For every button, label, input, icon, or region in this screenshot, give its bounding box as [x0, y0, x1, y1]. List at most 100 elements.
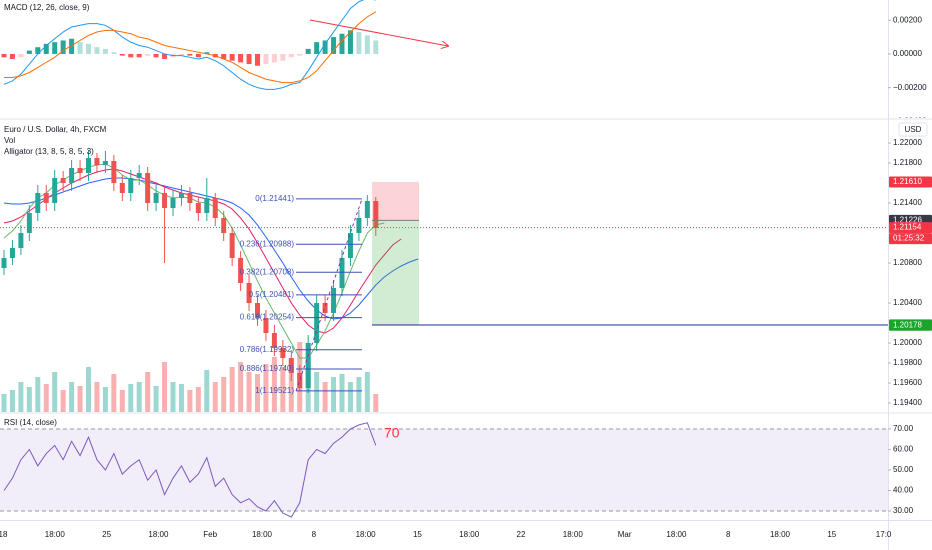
histogram-bar	[331, 37, 337, 54]
candle-body	[297, 373, 303, 388]
alligator-line	[3, 163, 385, 359]
histogram-bar	[162, 53, 168, 59]
fib-label: 1(1.19521)	[255, 386, 294, 395]
target-zone	[372, 220, 419, 325]
histogram-bar	[86, 43, 91, 54]
alligator-line	[3, 168, 402, 334]
histogram-bar	[280, 53, 286, 61]
histogram-bar	[229, 53, 235, 61]
histogram-bar	[77, 42, 83, 54]
histogram-bar	[255, 53, 260, 66]
volume-bar	[331, 377, 337, 412]
volume-bar	[1, 394, 7, 412]
histogram-bar	[9, 53, 15, 59]
volume-bar	[162, 362, 168, 412]
y-tick-label: 70.00	[893, 424, 914, 433]
volume-bar	[178, 384, 184, 412]
fib-label: 0(1.21441)	[255, 194, 294, 203]
volume-bar	[263, 364, 269, 412]
volume-bar	[204, 370, 210, 412]
histogram-bar	[153, 53, 159, 58]
y-tick-label: 30.00	[893, 506, 914, 515]
candle-body	[119, 183, 125, 193]
fib-label: 0.886(1.19740)	[240, 364, 295, 373]
x-tick-label: 8	[726, 530, 731, 539]
volume-bar	[356, 377, 362, 412]
candle-body	[86, 158, 91, 173]
countdown: 01:25:32	[893, 234, 925, 243]
y-tick-label: 1.20400	[893, 298, 922, 307]
macd-pane	[1, 0, 379, 90]
y-tick-label: 1.19600	[893, 378, 922, 387]
candle-body	[212, 198, 218, 218]
y-tick-label: 40.00	[893, 486, 914, 495]
x-tick-label: Mar	[618, 530, 632, 539]
histogram-bar	[69, 38, 75, 54]
candle-body	[288, 358, 294, 373]
histogram-bar	[322, 40, 328, 54]
x-tick-label: 18:00	[770, 530, 791, 539]
candle-body	[1, 258, 7, 268]
x-tick-label: 18:00	[356, 530, 377, 539]
histogram-bar	[263, 53, 269, 65]
rsi-pane: 70	[0, 422, 888, 518]
volume-bar	[221, 377, 227, 412]
histogram-bar	[297, 53, 303, 56]
histogram-bar	[364, 35, 370, 54]
currency-box[interactable]	[898, 122, 928, 137]
histogram-bar	[339, 33, 345, 54]
candle-body	[18, 233, 24, 248]
y-tick-label: 0.00000	[893, 49, 922, 58]
candle-body	[145, 173, 151, 203]
pane-title: RSI (14, close)	[4, 418, 57, 427]
candle-body	[9, 248, 15, 258]
volume-bar	[102, 387, 108, 412]
candle-body	[35, 193, 41, 213]
y-tick-label: 50.00	[893, 465, 914, 474]
candle-body	[305, 343, 311, 388]
candle-body	[178, 193, 184, 198]
candle-body	[69, 168, 75, 183]
y-tick-label: 1.19400	[893, 398, 922, 407]
candle-body	[77, 168, 83, 173]
volume-bar	[111, 374, 117, 412]
candle-body	[373, 201, 379, 228]
volume-bar	[195, 387, 201, 412]
histogram-bar	[314, 42, 320, 54]
histogram-bar	[18, 53, 24, 58]
candle-body	[94, 158, 100, 165]
candle-body	[314, 303, 320, 343]
candle-body	[60, 178, 66, 183]
volume-bar	[136, 382, 142, 412]
candle-body	[153, 193, 159, 203]
histogram-bar	[271, 53, 277, 63]
volume-bar	[187, 390, 193, 412]
candle-body	[170, 198, 176, 208]
histogram-bar	[347, 30, 353, 54]
y-tick-label: 1.20800	[893, 258, 922, 267]
histogram-bar	[145, 53, 151, 56]
volume-bar	[238, 362, 244, 412]
histogram-bar	[119, 53, 125, 56]
y-tick-label: 1.21800	[893, 158, 922, 167]
currency-label[interactable]: USD	[905, 125, 922, 134]
macd-line	[4, 11, 377, 84]
volume-bar	[69, 382, 75, 412]
volume-bar	[322, 382, 328, 412]
candle-body	[347, 233, 353, 258]
candle-body	[238, 258, 244, 283]
volume-bar	[373, 394, 379, 412]
x-tick-label: 15	[827, 530, 836, 539]
candle-body	[331, 288, 337, 313]
volume-bar	[128, 384, 134, 412]
histogram-bar	[187, 53, 193, 56]
histogram-bar	[246, 53, 252, 65]
candle-body	[102, 161, 108, 165]
x-tick-label: 18:00	[459, 530, 480, 539]
histogram-bar	[111, 52, 117, 54]
candle-body	[364, 201, 370, 218]
fib-label: 0.618(1.20254)	[240, 313, 295, 322]
volume-bar	[170, 382, 176, 412]
volume-bar	[119, 390, 125, 412]
x-tick-label: 25	[102, 530, 111, 539]
